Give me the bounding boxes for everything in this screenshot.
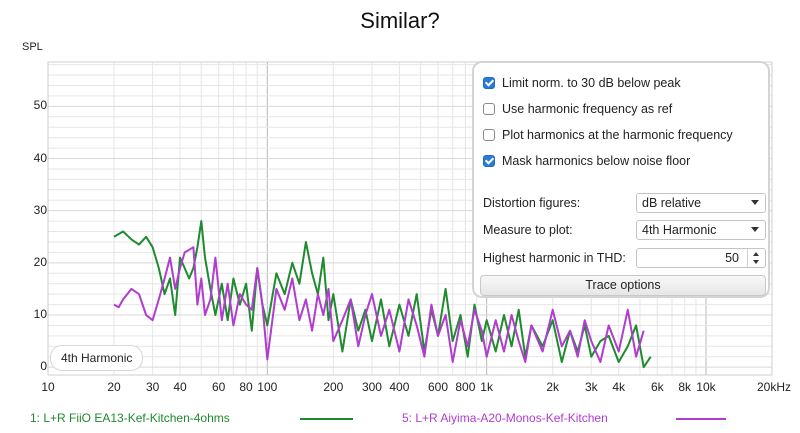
- checkbox-icon[interactable]: [483, 103, 495, 115]
- x-tick-label: 20kHz: [757, 380, 792, 394]
- dropdown-arrow-icon: [751, 200, 759, 205]
- checkbox-label: Mask harmonics below noise floor: [502, 154, 691, 168]
- y-tick-label: 50: [33, 98, 47, 113]
- x-tick-label: 20: [107, 380, 121, 394]
- x-tick-label: 40: [173, 380, 187, 394]
- x-tick-label: 600: [427, 380, 448, 394]
- spinner-arrows[interactable]: [747, 249, 765, 267]
- x-tick-label: 4k: [612, 380, 626, 394]
- x-tick-label: 400: [389, 380, 410, 394]
- plot-frame: [47, 61, 773, 376]
- chart-title: Similar?: [360, 8, 440, 33]
- x-tick-label: 3k: [584, 380, 598, 394]
- x-tick-label: 200: [323, 380, 344, 394]
- plot-harmonics-checkbox[interactable]: Plot harmonics at the harmonic frequency: [483, 126, 733, 144]
- x-tick-label: 60: [211, 380, 226, 394]
- harmonic-label-chip: 4th Harmonic: [50, 345, 144, 371]
- options-panel: Limit norm. to 30 dB below peak Use harm…: [472, 61, 770, 298]
- checkbox-label: Plot harmonics at the harmonic frequency: [502, 128, 733, 142]
- x-tick-label: 2k: [546, 380, 560, 394]
- x-tick-label: 10k: [696, 380, 716, 394]
- checkbox-icon[interactable]: [483, 77, 495, 89]
- x-tick-label: 8k: [678, 380, 692, 394]
- spin-down-icon[interactable]: [753, 260, 759, 264]
- y-tick-label: 20: [33, 254, 47, 269]
- x-tick-label: 10: [41, 380, 55, 394]
- x-tick-label: 1k: [480, 380, 493, 394]
- checkbox-label: Limit norm. to 30 dB below peak: [502, 76, 681, 90]
- x-tick-label: 800: [455, 380, 476, 394]
- legend-line-series-2: [676, 418, 726, 420]
- y-tick-label: 0: [40, 359, 47, 374]
- spinner-value: 50: [725, 251, 739, 265]
- legend-series-2[interactable]: 5: L+R Aiyima-A20-Monos-Kef-Kitchen: [402, 411, 608, 425]
- checkbox-label: Use harmonic frequency as ref: [502, 102, 673, 116]
- series-line-2[interactable]: [113, 246, 645, 363]
- distortion-figures-label: Distortion figures:: [483, 196, 581, 210]
- harmonic-freq-ref-checkbox[interactable]: Use harmonic frequency as ref: [483, 100, 672, 118]
- mask-harmonics-checkbox[interactable]: Mask harmonics below noise floor: [483, 152, 690, 170]
- y-tick-label: 10: [33, 307, 47, 321]
- x-tick-label: 80: [239, 380, 253, 394]
- legend-line-series-1: [300, 418, 353, 420]
- x-tick-label: 300: [361, 380, 382, 394]
- checkbox-icon[interactable]: [483, 129, 495, 141]
- distortion-figures-select[interactable]: dB relative: [636, 193, 766, 213]
- limit-norm-checkbox[interactable]: Limit norm. to 30 dB below peak: [483, 74, 681, 92]
- dropdown-arrow-icon: [751, 227, 759, 232]
- highest-harmonic-spinner[interactable]: 50: [636, 248, 766, 268]
- highest-harmonic-label: Highest harmonic in THD:: [483, 251, 626, 265]
- trace-options-button[interactable]: Trace options: [480, 275, 766, 296]
- select-value: dB relative: [642, 196, 702, 210]
- measure-to-plot-label: Measure to plot:: [483, 223, 573, 237]
- y-axis-label: SPL: [22, 41, 43, 53]
- legend-series-1[interactable]: 1: L+R FiiO EA13-Kef-Kitchen-4ohms: [30, 411, 230, 425]
- x-tick-label: 6k: [650, 380, 664, 394]
- y-tick-label: 40: [33, 150, 47, 165]
- select-value: 4th Harmonic: [642, 223, 717, 237]
- spin-up-icon[interactable]: [753, 252, 759, 256]
- y-tick-label: 30: [33, 202, 47, 217]
- measure-to-plot-select[interactable]: 4th Harmonic: [636, 220, 766, 240]
- series-layer: [113, 220, 652, 369]
- x-tick-label: 100: [257, 380, 278, 394]
- checkbox-icon[interactable]: [483, 155, 495, 167]
- x-tick-label: 30: [145, 380, 160, 394]
